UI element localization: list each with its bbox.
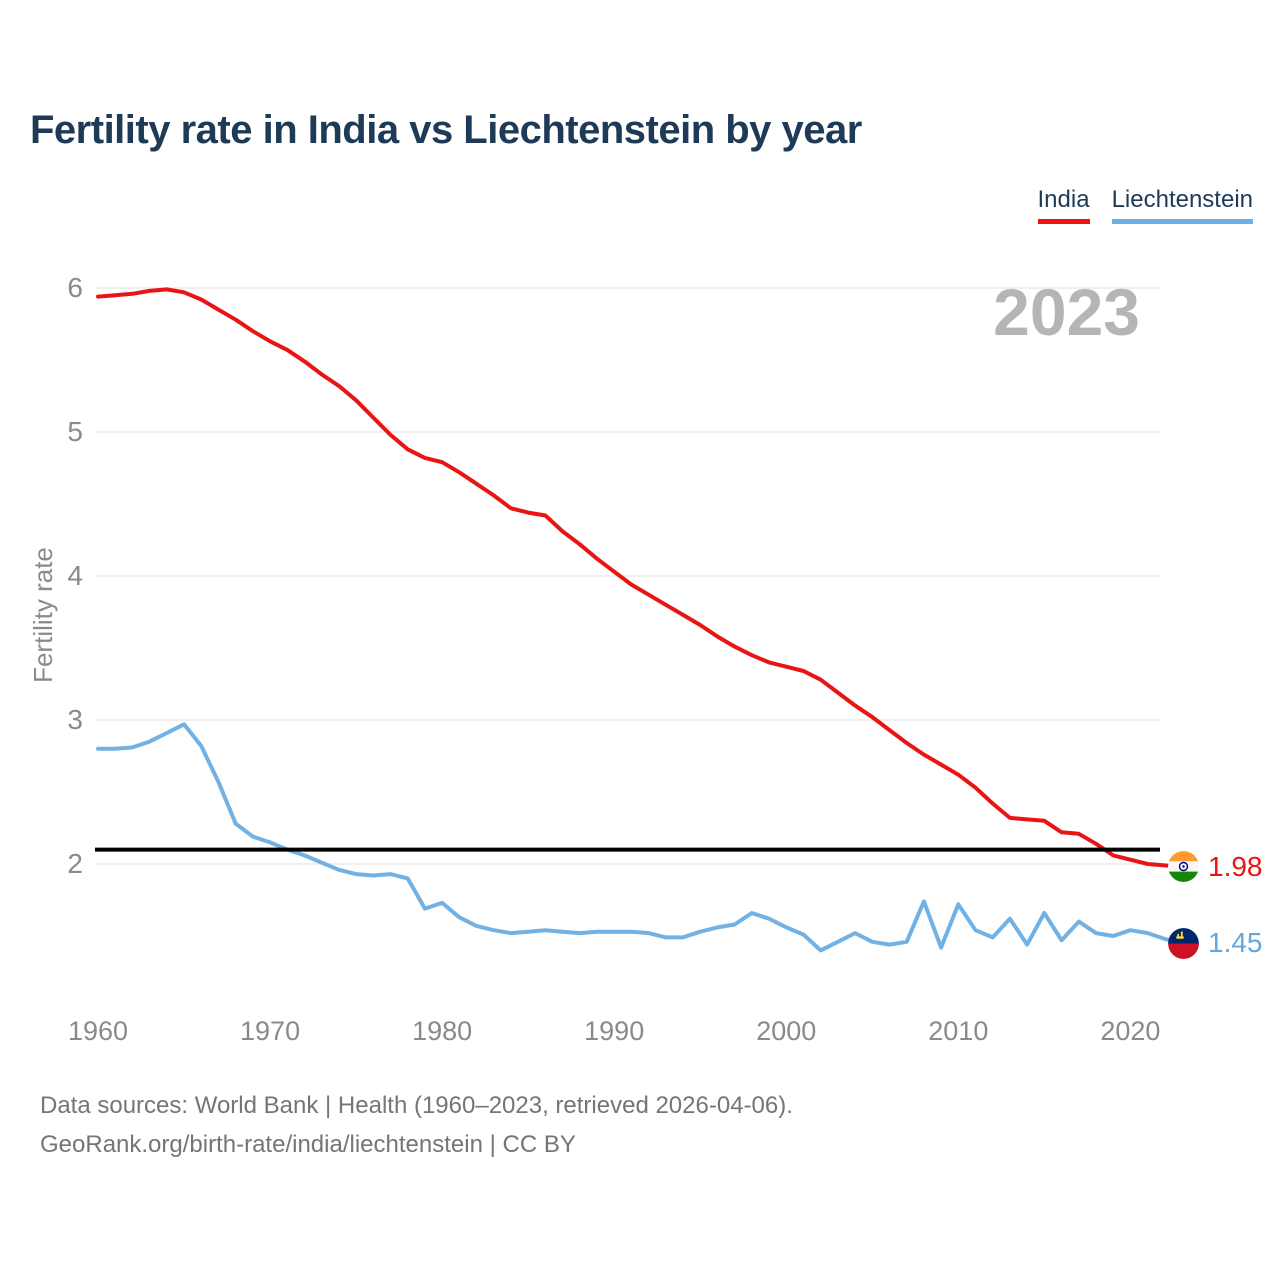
liechtenstein-end-label: 1.45: [1168, 927, 1263, 959]
y-tick-label: 2: [67, 848, 83, 879]
data-source-footer: Data sources: World Bank | Health (1960–…: [40, 1086, 793, 1164]
footer-line-2: GeoRank.org/birth-rate/india/liechtenste…: [40, 1131, 576, 1158]
x-tick-label: 1960: [68, 1016, 128, 1046]
x-tick-label: 2000: [756, 1016, 816, 1046]
india-line: [96, 287, 1184, 869]
liechtenstein-line: [96, 722, 1184, 953]
india-end-label: 1.98: [1168, 851, 1263, 883]
liechtenstein-flag-icon: [1168, 927, 1199, 959]
footer-line-1: Data sources: World Bank | Health (1960–…: [40, 1092, 793, 1119]
page-title: Fertility rate in India vs Liechtenstein…: [30, 108, 862, 152]
x-tick-label: 1980: [412, 1016, 472, 1046]
chart-legend: India Liechtenstein: [1037, 186, 1253, 224]
year-watermark: 2023: [993, 275, 1140, 349]
y-tick-label: 3: [67, 704, 83, 735]
x-tick-label: 1970: [240, 1016, 300, 1046]
x-tick-label: 2020: [1100, 1016, 1160, 1046]
india-end-value: 1.98: [1208, 850, 1263, 882]
x-tick-label: 1990: [584, 1016, 644, 1046]
liechtenstein-end-value: 1.45: [1208, 927, 1263, 959]
y-axis-title: Fertility rate: [28, 547, 58, 683]
india-flag-icon: [1168, 851, 1199, 883]
y-tick-label: 6: [67, 272, 83, 303]
y-tick-label: 4: [67, 560, 83, 591]
legend-item-india[interactable]: India: [1037, 186, 1090, 224]
legend-item-liechtenstein[interactable]: Liechtenstein: [1111, 186, 1253, 224]
y-tick-label: 5: [67, 416, 83, 447]
x-tick-label: 2010: [928, 1016, 988, 1046]
